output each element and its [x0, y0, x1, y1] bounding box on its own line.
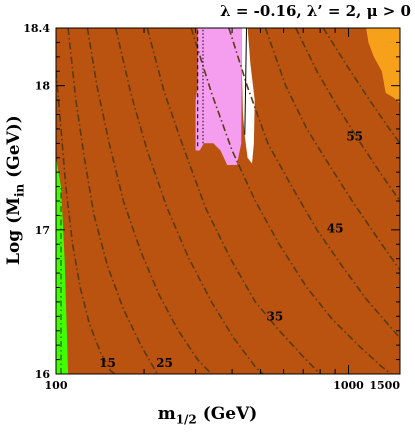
contour-line-3: [114, 28, 264, 374]
boundary-line-2: [244, 28, 247, 135]
contour-line-8: [294, 28, 400, 202]
title-mu: μ > 0: [366, 2, 411, 20]
x-tick-label-1000: 1000: [333, 379, 364, 392]
x-axis-label-sub: 1/2: [175, 412, 197, 427]
contour-label-35: 35: [266, 310, 283, 324]
chart-title: λ = -0.16, λ’ = 2, μ > 0: [220, 2, 411, 20]
y-tick-label-18: 18: [35, 80, 51, 93]
region-green: [56, 157, 69, 374]
contour-line-4: [146, 28, 321, 374]
title-lambda: λ = -0.16,: [220, 2, 302, 20]
contour-line-2: [86, 28, 213, 374]
title-lambda-prime: λ’ = 2,: [306, 2, 362, 20]
contour-label-55: 55: [346, 129, 363, 143]
contour-line-7: [264, 28, 400, 271]
x-axis-label: m1/2 (GeV): [0, 404, 415, 426]
y-tick-label-17: 17: [35, 224, 50, 237]
region-orange: [366, 28, 400, 103]
y-tick-label-16: 16: [35, 368, 51, 381]
contour-line-9: [322, 28, 400, 144]
x-axis-label-main: m: [157, 404, 176, 424]
contour-label-45: 45: [327, 222, 344, 236]
contour-label-15: 15: [99, 356, 116, 370]
y-tick-label-18.4: 18.4: [23, 22, 50, 35]
y-axis-label: Log (Min (GeV)): [4, 115, 26, 265]
contour-line-6: [228, 28, 400, 339]
y-axis-label-unit: (GeV)): [4, 115, 24, 184]
region-pink: [195, 28, 242, 165]
x-tick-label-100: 100: [45, 379, 68, 392]
x-tick-label-1500: 1500: [369, 379, 400, 392]
y-axis-label-sub: in: [12, 183, 27, 198]
contour-label-25: 25: [156, 356, 173, 370]
contour-line-1: [67, 28, 158, 374]
contour-line-5: [190, 28, 392, 374]
y-axis-label-main: Log (M: [4, 197, 24, 265]
x-axis-label-unit: (GeV): [196, 404, 258, 424]
contour-line-0: [56, 71, 117, 374]
